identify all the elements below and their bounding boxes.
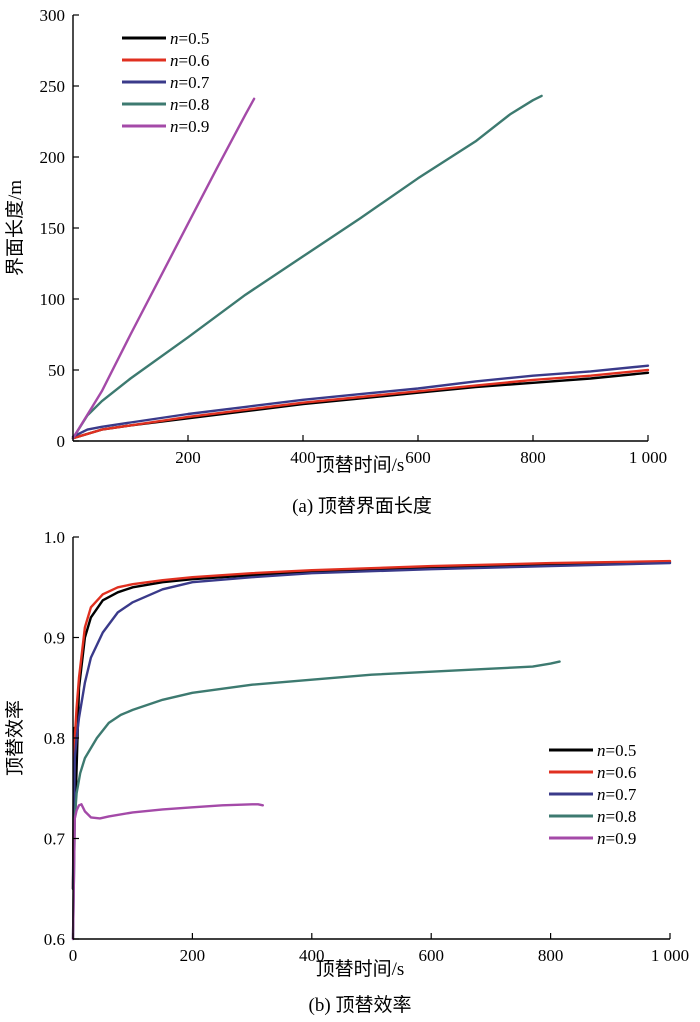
series-line-a-0-6 (71, 368, 650, 440)
y-tick-label: 0 (57, 432, 66, 451)
legend-label: n=0.7 (170, 73, 210, 92)
caption-a: (a) 顶替界面长度 (292, 495, 432, 517)
series-line-b-0-8 (71, 660, 561, 941)
y-tick-label: 250 (40, 77, 66, 96)
legend-label: n=0.5 (170, 29, 209, 48)
series-line-a-0-7 (71, 364, 650, 438)
caption-b: (b) 顶替效率 (309, 994, 412, 1016)
y-axis-label-b: 顶替效率 (4, 700, 26, 776)
plot-area-b (71, 559, 672, 941)
series-line-a-0-8 (71, 94, 543, 440)
x-tick-label: 800 (520, 448, 546, 467)
series-line-b-0-6 (71, 559, 672, 890)
series-line-b-0-9 (71, 803, 264, 941)
y-tick-label: 50 (48, 361, 65, 380)
legend-label: n=0.8 (597, 807, 636, 826)
legend-label: n=0.8 (170, 95, 209, 114)
y-tick-label: 0.7 (44, 830, 66, 849)
series-line-a-0-9 (71, 97, 256, 440)
y-tick-label: 0.9 (44, 629, 65, 648)
y-axis-label-a: 界面长度/m (4, 180, 26, 276)
x-tick-label: 1 000 (651, 946, 689, 965)
x-tick-label: 1 000 (629, 448, 667, 467)
legend-label: n=0.5 (597, 741, 636, 760)
legend-a: n=0.5 n=0.6 n=0.7 n=0.8 n=0.9 (122, 29, 210, 136)
chart-interface-length: 200 400 600 800 1 000 0 50 100 150 200 250 300 n=0.… (4, 6, 667, 517)
x-tick-label: 600 (405, 448, 431, 467)
y-tick-label: 150 (40, 219, 66, 238)
x-tick-label: 0 (69, 946, 78, 965)
legend-label: n=0.9 (597, 829, 636, 848)
x-tick-label: 800 (538, 946, 564, 965)
legend-b: n=0.5 n=0.6 n=0.7 n=0.8 n=0.9 (549, 741, 637, 848)
series-line-b-0-7 (71, 561, 672, 890)
x-tick-label: 600 (418, 946, 444, 965)
y-tick-label: 0.6 (44, 930, 65, 949)
y-tick-label: 200 (40, 148, 66, 167)
x-tick-label: 200 (175, 448, 201, 467)
x-axis-label-a: 顶替时间/s (316, 454, 405, 476)
y-tick-label: 100 (40, 290, 66, 309)
x-tick-label: 200 (180, 946, 206, 965)
y-tick-label: 1.0 (44, 528, 65, 547)
legend-label: n=0.6 (597, 763, 636, 782)
x-tick-label: 400 (290, 448, 316, 467)
legend-label: n=0.9 (170, 117, 209, 136)
ticks-b: 0 200 400 600 800 1 000 0.6 0.7 0.8 0.9 1.0 (44, 528, 689, 965)
legend-label: n=0.7 (597, 785, 637, 804)
y-tick-label: 300 (40, 6, 66, 25)
series-line-b-0-5 (71, 560, 672, 890)
y-tick-label: 0.8 (44, 729, 65, 748)
plot-area-a (71, 94, 650, 440)
series-line-a-0-5 (71, 371, 650, 440)
ticks-a: 200 400 600 800 1 000 0 50 100 150 200 250 300 (40, 6, 668, 467)
legend-label: n=0.6 (170, 51, 209, 70)
x-tick-label: 400 (299, 946, 325, 965)
x-axis-label-b: 顶替时间/s (316, 958, 405, 980)
